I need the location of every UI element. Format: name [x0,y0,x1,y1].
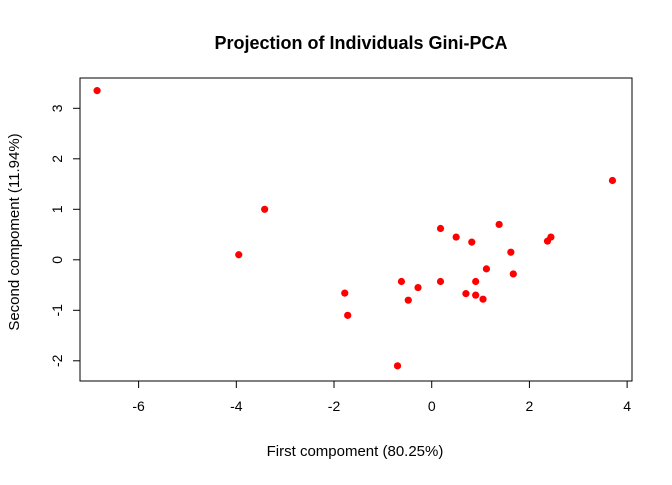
scatter-point [393,362,402,370]
x-tick-label: -4 [230,398,243,414]
scatter-point [507,248,515,256]
scatter-point [472,277,480,286]
scatter-point [235,251,243,259]
scatter-point [261,205,269,213]
y-tick-label: -1 [49,304,65,317]
y-tick-label: -2 [49,354,65,367]
scatter-point [608,176,617,185]
x-axis: -6 -4 -2 0 2 4 [132,380,631,414]
x-tick-label: 4 [623,398,631,414]
scatter-point [397,277,406,286]
scatter-point [462,290,470,298]
y-axis-label: Second compoment (11.94%) [6,133,23,330]
scatter-point [341,289,349,297]
scatter-point [436,277,445,286]
scatter-point [436,224,445,233]
y-tick-label: 0 [49,256,65,264]
scatter-point [479,295,487,303]
plot-frame [79,77,633,382]
scatter-point [344,311,352,319]
x-tick-label: -2 [328,398,341,414]
data-points [93,87,617,370]
scatter-point [404,296,412,304]
y-tick-label: 1 [49,205,65,213]
scatter-point [482,265,491,273]
x-tick-label: 0 [428,398,436,414]
scatter-point [414,283,422,292]
scatter-point [468,238,476,246]
y-tick-label: 2 [49,155,65,163]
y-tick-label: 3 [49,104,65,112]
chart-title: Projection of Individuals Gini-PCA [214,33,507,53]
scatter-point [93,87,101,95]
scatter-point [472,291,480,299]
y-axis: -2 -1 0 1 2 3 [49,104,81,367]
x-axis-label: First compoment (80.25%) [267,443,444,460]
scatter-point [547,233,555,241]
scatter-point [495,220,503,229]
x-tick-label: -6 [132,398,145,414]
scatter-point [509,270,517,278]
x-tick-label: 2 [526,398,534,414]
scatter-point [452,233,460,241]
